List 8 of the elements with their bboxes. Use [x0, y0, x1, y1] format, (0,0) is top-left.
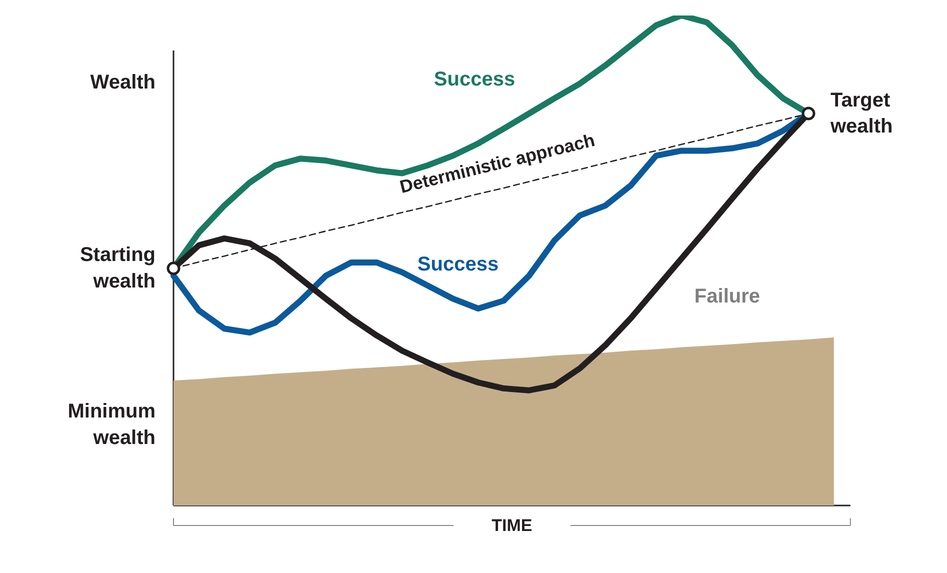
series-label: Success [417, 253, 499, 276]
text: Starting wealth [80, 244, 156, 293]
series-label: Failure [694, 285, 760, 308]
x-axis-title: TIME [492, 516, 532, 535]
y-axis-title: Wealth [90, 72, 156, 94]
annotation: Target wealth [830, 89, 893, 138]
text: Minimum wealth [68, 400, 156, 449]
series-label: Success [434, 68, 516, 91]
